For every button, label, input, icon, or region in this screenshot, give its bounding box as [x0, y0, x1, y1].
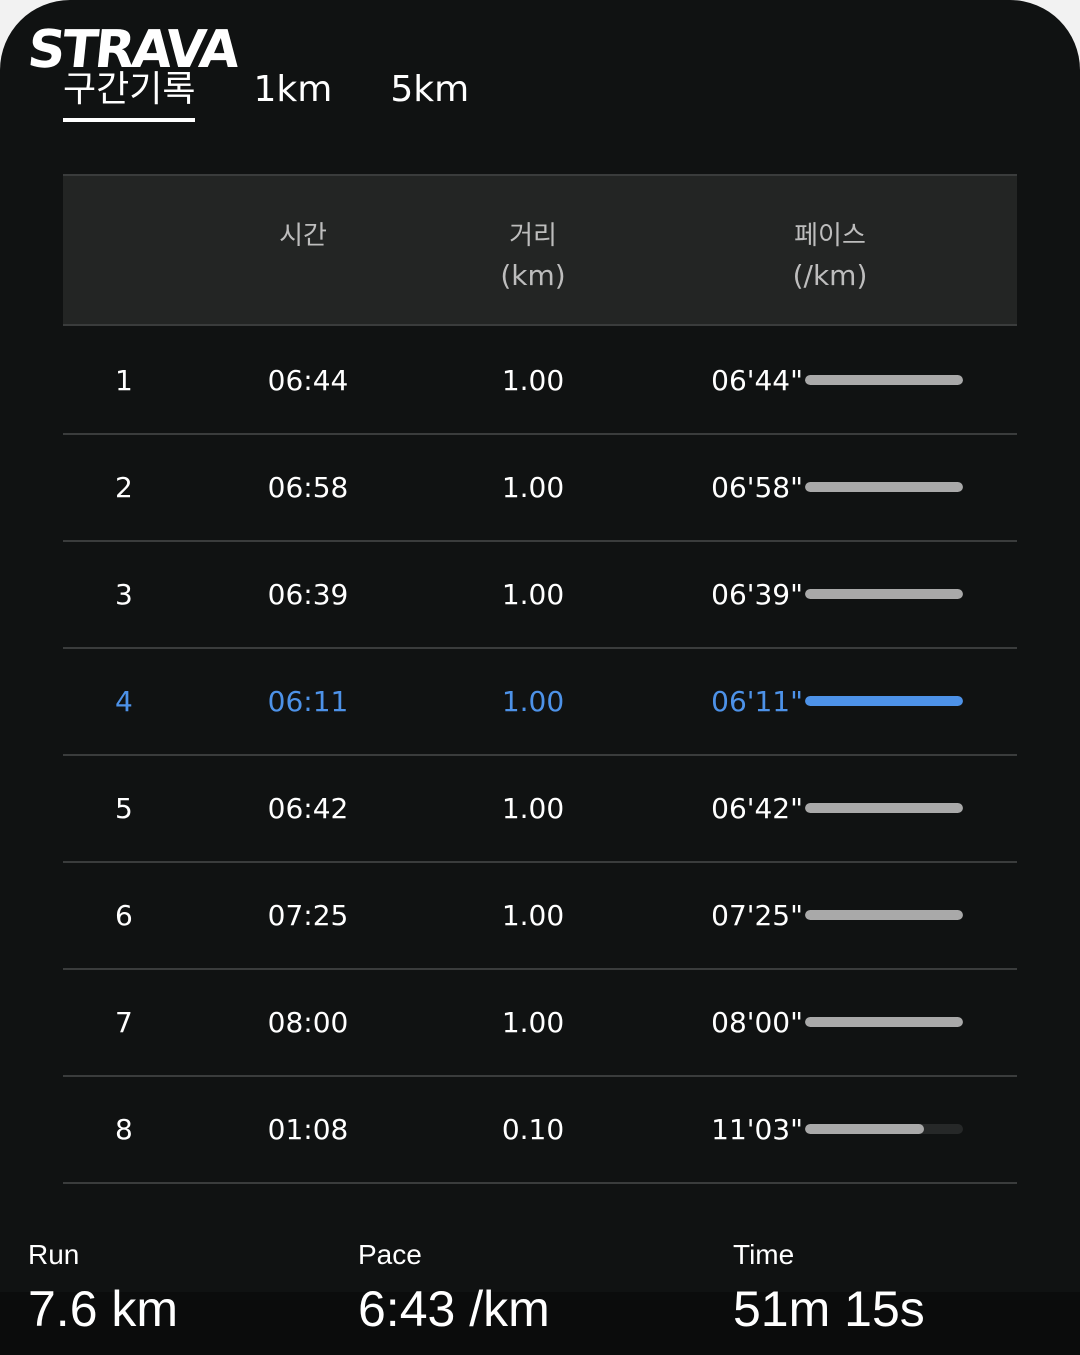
split-index: 4 — [115, 685, 133, 718]
pace-bar — [805, 803, 963, 813]
split-time: 01:08 — [267, 1113, 349, 1146]
header-pace-unit: (/km) — [792, 259, 868, 292]
pace-bar — [805, 482, 963, 492]
header-distance-unit: (km) — [500, 259, 566, 292]
pace-bar — [805, 696, 963, 706]
pace-bar-fill — [805, 589, 963, 599]
split-time: 06:11 — [267, 685, 349, 718]
split-distance: 1.00 — [501, 685, 565, 718]
pace-bar-fill — [805, 910, 963, 920]
split-pace: 06'39" — [711, 578, 803, 611]
split-row: 8 01:08 0.10 11'03" — [63, 1077, 1017, 1184]
header-distance: 거리 (km) — [483, 216, 583, 296]
stat-pace: Pace 6:43 /km — [358, 1230, 550, 1338]
stat-time-value: 51m 15s — [733, 1281, 925, 1337]
split-index: 7 — [115, 1006, 133, 1039]
pace-bar-fill — [805, 696, 963, 706]
pace-bar-fill — [805, 375, 963, 385]
activity-summary: Run 7.6 km Pace 6:43 /km Time 51m 15s — [0, 1230, 1080, 1355]
split-distance: 1.00 — [501, 1006, 565, 1039]
pace-bar — [805, 910, 963, 920]
split-index: 8 — [115, 1113, 133, 1146]
pace-bar-fill — [805, 482, 963, 492]
split-index: 1 — [115, 364, 133, 397]
split-time: 08:00 — [267, 1006, 349, 1039]
pace-bar-fill — [805, 1017, 963, 1027]
stat-run-label: Run — [28, 1239, 80, 1270]
split-pace: 11'03" — [711, 1113, 803, 1146]
split-time: 06:39 — [267, 578, 349, 611]
split-pace: 08'00" — [711, 1006, 803, 1039]
split-row-fastest: 4 06:11 1.00 06'11" — [63, 649, 1017, 756]
split-row: 2 06:58 1.00 06'58" — [63, 435, 1017, 542]
split-tabs: 구간기록 1km 5km — [63, 62, 527, 122]
header-distance-label: 거리 — [509, 221, 557, 251]
split-pace: 06'44" — [711, 364, 803, 397]
split-index: 2 — [115, 471, 133, 504]
stat-time-label: Time — [733, 1239, 795, 1270]
pace-bar-fill — [805, 803, 963, 813]
header-pace: 페이스 (/km) — [763, 216, 897, 296]
split-row: 3 06:39 1.00 06'39" — [63, 542, 1017, 649]
tab-splits[interactable]: 구간기록 — [63, 68, 196, 122]
stat-time: Time 51m 15s — [733, 1230, 925, 1338]
split-pace: 06'42" — [711, 792, 803, 825]
split-row: 7 08:00 1.00 08'00" — [63, 970, 1017, 1077]
split-pace: 06'11" — [711, 685, 803, 718]
stat-pace-value: 6:43 /km — [358, 1281, 550, 1337]
split-time: 06:58 — [267, 471, 349, 504]
split-pace: 07'25" — [711, 899, 803, 932]
header-pace-label: 페이스 — [794, 221, 866, 251]
split-index: 3 — [115, 578, 133, 611]
summary-band — [0, 1292, 1080, 1355]
split-distance: 1.00 — [501, 899, 565, 932]
split-index: 6 — [115, 899, 133, 932]
stat-pace-label: Pace — [358, 1239, 422, 1270]
split-row: 6 07:25 1.00 07'25" — [63, 863, 1017, 970]
tab-5km[interactable]: 5km — [390, 69, 470, 110]
stat-run-value: 7.6 km — [28, 1281, 179, 1337]
split-time: 06:42 — [267, 792, 349, 825]
pace-bar — [805, 1017, 963, 1027]
pace-bar — [805, 375, 963, 385]
split-distance: 0.10 — [501, 1113, 565, 1146]
pace-bar — [805, 1124, 963, 1134]
split-time: 06:44 — [267, 364, 349, 397]
pace-bar-fill — [805, 1124, 924, 1134]
split-row: 5 06:42 1.00 06'42" — [63, 756, 1017, 863]
pace-bar — [805, 589, 963, 599]
split-pace: 06'58" — [711, 471, 803, 504]
split-distance: 1.00 — [501, 471, 565, 504]
splits-table-body: 1 06:44 1.00 06'44" 2 06:58 1.00 06'58" … — [63, 328, 1017, 1184]
tab-1km[interactable]: 1km — [253, 69, 333, 110]
stat-run: Run 7.6 km — [28, 1230, 178, 1338]
header-time: 시간 — [253, 216, 353, 256]
split-distance: 1.00 — [501, 578, 565, 611]
split-index: 5 — [115, 792, 133, 825]
split-row: 1 06:44 1.00 06'44" — [63, 328, 1017, 435]
header-time-label: 시간 — [279, 221, 327, 251]
split-distance: 1.00 — [501, 364, 565, 397]
splits-table-header: 시간 거리 (km) 페이스 (/km) — [63, 174, 1017, 326]
split-distance: 1.00 — [501, 792, 565, 825]
split-time: 07:25 — [267, 899, 349, 932]
